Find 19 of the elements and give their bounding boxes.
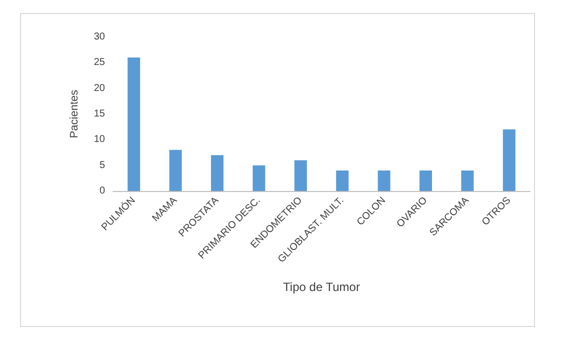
bar — [419, 170, 432, 191]
bar — [210, 155, 224, 191]
bar — [336, 170, 349, 191]
bar — [502, 129, 516, 191]
y-axis-title: Pacientes — [68, 89, 80, 138]
y-tick-label: 0 — [99, 186, 106, 196]
y-tick-label: 15 — [94, 108, 106, 120]
y-tick-label: 10 — [94, 134, 106, 146]
y-tick-label: 25 — [94, 57, 106, 68]
bar — [252, 165, 266, 191]
y-tick-label: 30 — [94, 32, 106, 42]
bar — [169, 150, 182, 191]
x-axis-title: Tipo de Tumor — [283, 280, 360, 294]
bar — [378, 170, 390, 191]
bar — [294, 160, 307, 191]
bar — [128, 58, 140, 191]
y-tick-label: 20 — [94, 82, 106, 94]
bar — [461, 170, 474, 191]
y-tick-label: 5 — [99, 160, 106, 171]
